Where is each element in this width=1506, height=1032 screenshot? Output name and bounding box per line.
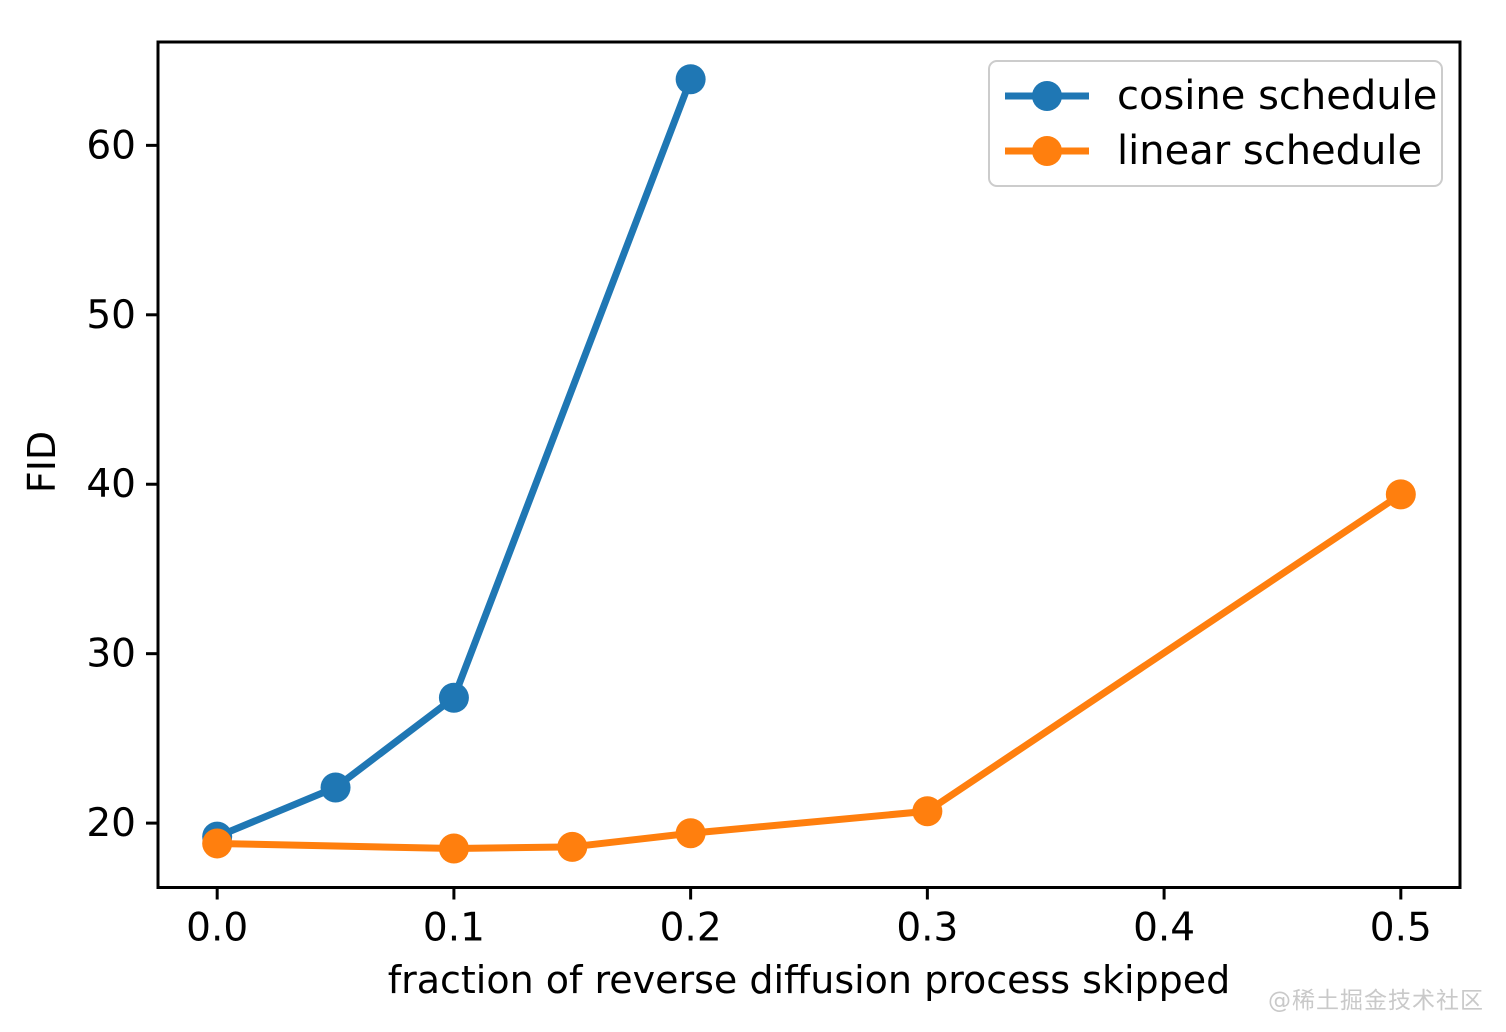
x-tick-label: 0.4	[1133, 906, 1195, 951]
x-tick-label: 0.3	[896, 906, 958, 951]
data-point-marker	[675, 818, 706, 849]
series-line-0	[213, 75, 695, 841]
legend: cosine schedule linear schedule	[988, 60, 1443, 187]
line-marker-icon	[1005, 81, 1089, 111]
y-tick-label: 50	[86, 293, 136, 338]
y-axis-label: FID	[20, 430, 64, 494]
y-tick-label: 60	[86, 123, 136, 168]
y-tick-label: 20	[86, 801, 136, 846]
series-line-1	[213, 490, 1405, 853]
data-point-marker	[202, 828, 233, 859]
line-marker-icon	[1005, 136, 1089, 166]
y-tick-label: 30	[86, 632, 136, 677]
watermark: @稀土掘金技术社区	[1268, 988, 1484, 1014]
x-tick-label: 0.0	[186, 906, 248, 951]
x-tick-label: 0.1	[423, 906, 485, 951]
data-point-marker	[557, 831, 588, 862]
y-tick-label: 40	[86, 462, 136, 507]
x-tick-label: 0.2	[660, 906, 722, 951]
data-point-marker	[438, 682, 469, 713]
data-point-marker	[438, 833, 469, 864]
data-point-marker	[320, 772, 351, 803]
x-axis-label: fraction of reverse diffusion process sk…	[387, 958, 1231, 1002]
axes-frame	[156, 40, 1462, 889]
legend-entry-linear: linear schedule	[990, 128, 1441, 174]
x-tick-label: 0.5	[1370, 906, 1432, 951]
data-point-marker	[675, 64, 706, 95]
legend-entry-cosine: cosine schedule	[990, 73, 1441, 119]
legend-label-linear: linear schedule	[1117, 128, 1423, 174]
legend-label-cosine: cosine schedule	[1117, 73, 1438, 119]
data-point-marker	[912, 796, 943, 827]
data-point-marker	[1385, 479, 1416, 510]
